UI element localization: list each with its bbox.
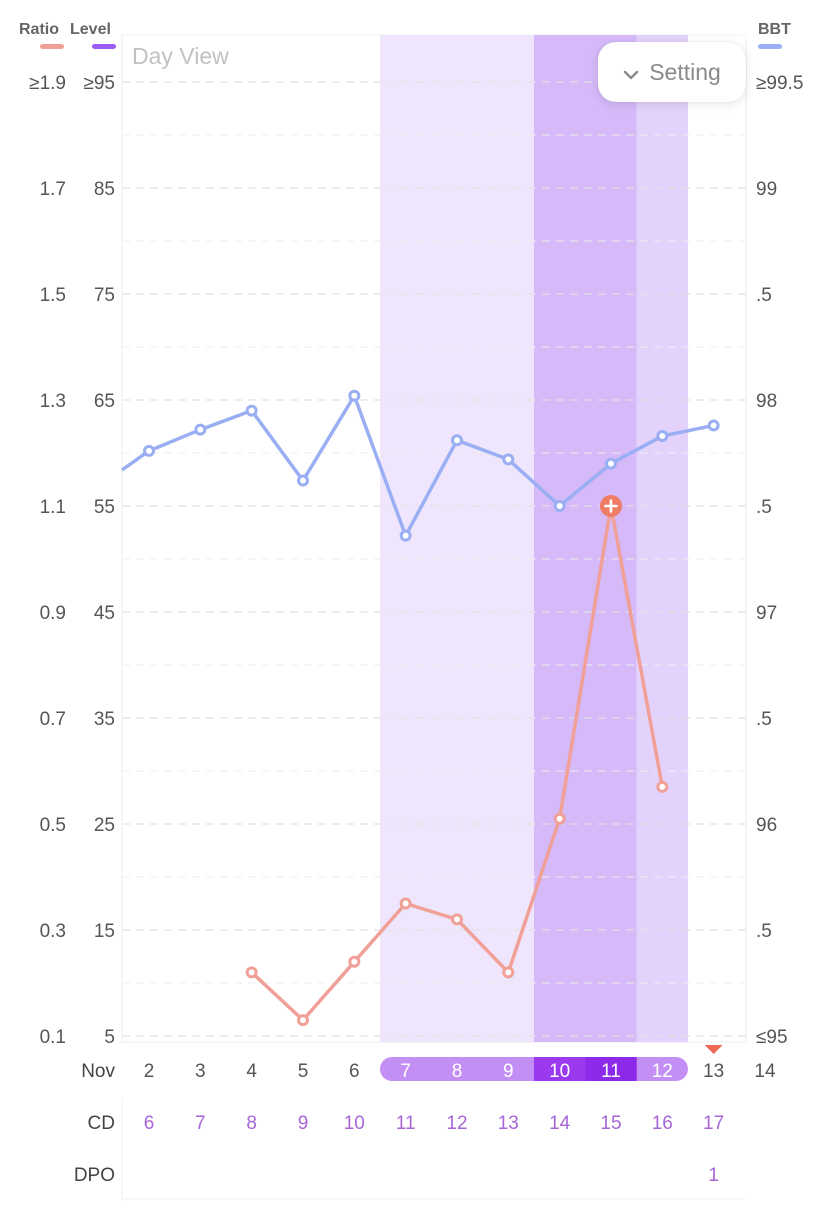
level-tick-label: 35 (94, 709, 115, 730)
cd-value: 6 (144, 1113, 155, 1134)
cd-value: 13 (498, 1113, 519, 1134)
bbt-point (245, 404, 258, 417)
cd-value: 14 (549, 1113, 571, 1134)
ratio-tick-label: 1.7 (40, 179, 66, 200)
day-label: 11 (601, 1061, 621, 1082)
ratio-point (296, 1014, 309, 1027)
cd-value: 10 (344, 1113, 365, 1134)
ratio-tick-label: 0.1 (40, 1027, 66, 1048)
bbt-tick-label: .5 (756, 285, 772, 306)
cd-value: 12 (446, 1113, 467, 1134)
ratio-tick-label: 0.3 (40, 921, 66, 942)
day-label: 13 (703, 1061, 724, 1082)
level-tick-label: 45 (94, 603, 115, 624)
level-tick-label: 5 (104, 1027, 115, 1048)
bbt-point (194, 423, 207, 436)
ratio-tick-label: 0.9 (40, 603, 66, 624)
legend-level-swatch (92, 44, 116, 49)
bbt-point (450, 434, 463, 447)
bbt-tick-label: 97 (756, 603, 777, 624)
level-tick-label: 55 (94, 497, 115, 518)
ratio-tick-label: ≥1.9 (29, 73, 66, 94)
ratio-point (656, 780, 669, 793)
day-label: 2 (144, 1061, 155, 1082)
legend-ratio-swatch (40, 44, 64, 49)
bbt-point (656, 430, 669, 443)
level-tick-label: 65 (94, 391, 115, 412)
level-tick-label: ≥95 (83, 73, 115, 94)
bbt-point (553, 500, 566, 512)
cd-row-label: CD (88, 1113, 115, 1134)
bbt-point (348, 389, 361, 402)
day-label: 3 (195, 1061, 206, 1082)
day-label: 4 (246, 1061, 257, 1082)
dpo-value: 1 (708, 1165, 719, 1186)
peak-day-pill (585, 1057, 637, 1081)
ratio-point (399, 897, 412, 910)
level-tick-label: 25 (94, 815, 115, 836)
legend-level-label: Level (70, 21, 111, 38)
ratio-point (348, 955, 361, 968)
bbt-tick-label: .5 (756, 709, 772, 730)
ratio-point (450, 913, 463, 926)
bbt-point (143, 444, 155, 457)
dpo-row-label: DPO (74, 1165, 115, 1186)
peak-fertility-band (533, 35, 637, 1042)
level-tick-label: 15 (94, 921, 115, 942)
cd-value: 7 (195, 1113, 206, 1134)
ratio-point (245, 966, 258, 979)
day-label: 9 (503, 1061, 514, 1082)
cd-value: 11 (396, 1113, 416, 1134)
setting-button[interactable]: Setting (598, 42, 746, 102)
day-view-label: Day View (132, 43, 229, 69)
bbt-point (399, 529, 412, 542)
level-tick-label: 75 (94, 285, 115, 306)
legend-ratio-label: Ratio (19, 21, 59, 38)
day-label: 5 (298, 1061, 309, 1082)
ratio-tick-label: 1.5 (40, 285, 66, 306)
day-label: 6 (349, 1061, 360, 1082)
bbt-tick-label: ≥99.5 (756, 73, 803, 94)
setting-label: Setting (649, 58, 721, 85)
bbt-point (604, 457, 617, 470)
day-marker-triangle (704, 1045, 723, 1054)
day-label: 14 (754, 1061, 776, 1082)
cd-value: 16 (652, 1113, 673, 1134)
legend-bbt-swatch (758, 44, 782, 49)
cd-value: 8 (246, 1113, 257, 1134)
level-tick-label: 85 (94, 179, 115, 200)
ratio-tick-label: 0.5 (40, 815, 66, 836)
bbt-point (296, 474, 309, 487)
ratio-tick-label: 1.1 (40, 497, 66, 518)
day-label: 8 (452, 1061, 463, 1082)
cd-value: 9 (298, 1113, 309, 1134)
bbt-point (502, 453, 515, 466)
month-label: Nov (81, 1061, 115, 1082)
post-peak-band (636, 35, 688, 1042)
ratio-tick-label: 0.7 (40, 709, 66, 730)
cd-value: 17 (703, 1113, 724, 1134)
bbt-tick-label: 99 (756, 179, 777, 200)
ratio-point (553, 812, 566, 825)
bbt-tick-label: ≤95 (756, 1027, 788, 1048)
ratio-point (502, 966, 515, 979)
bbt-tick-label: .5 (756, 497, 772, 518)
peak-plus-icon (604, 499, 618, 513)
day-label: 10 (549, 1061, 570, 1082)
ratio-tick-label: 1.3 (40, 391, 66, 412)
legend-bbt-label: BBT (758, 21, 791, 38)
chevron-down-icon (623, 59, 639, 86)
cd-value: 15 (600, 1113, 621, 1134)
bbt-tick-label: 96 (756, 815, 777, 836)
day-label: 12 (652, 1061, 673, 1082)
bbt-tick-label: 98 (756, 391, 777, 412)
bbt-point (707, 419, 720, 432)
bbt-tick-label: .5 (756, 921, 772, 942)
day-label: 7 (400, 1061, 411, 1082)
